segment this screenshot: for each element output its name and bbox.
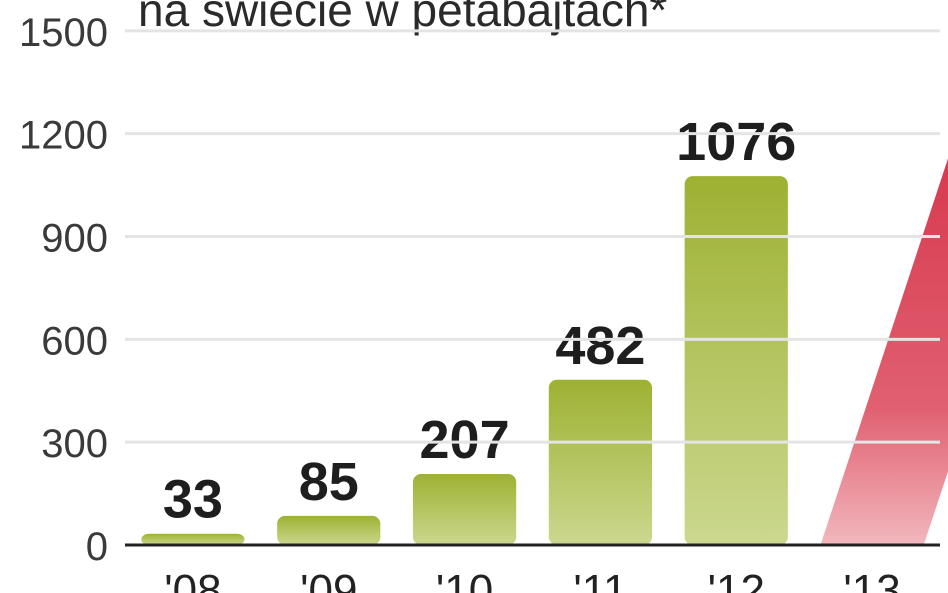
- value-label: 85: [299, 452, 359, 512]
- value-label: 33: [163, 470, 223, 530]
- bar: [548, 379, 653, 545]
- value-label: 1076: [676, 112, 796, 172]
- x-tick-label: '09: [300, 566, 357, 593]
- x-tick-label: '11: [573, 566, 627, 593]
- y-tick-label: 600: [41, 319, 108, 363]
- bar: [412, 474, 517, 545]
- bar: [141, 533, 245, 545]
- x-tick-label: '12: [708, 566, 765, 593]
- x-tick-label: '10: [436, 566, 493, 593]
- x-tick-label: '13: [843, 566, 900, 593]
- x-tick-label: '08: [164, 566, 221, 593]
- bar: [277, 515, 381, 545]
- y-tick-label: 0: [86, 525, 108, 569]
- value-label: 207: [420, 410, 510, 470]
- y-tick-label: 1200: [19, 114, 108, 158]
- y-tick-label: 1500: [19, 11, 108, 55]
- bar: [820, 158, 948, 545]
- bar: [684, 176, 788, 545]
- y-tick-label: 300: [41, 422, 108, 466]
- y-tick-label: 900: [41, 217, 108, 261]
- value-label: 482: [555, 316, 645, 376]
